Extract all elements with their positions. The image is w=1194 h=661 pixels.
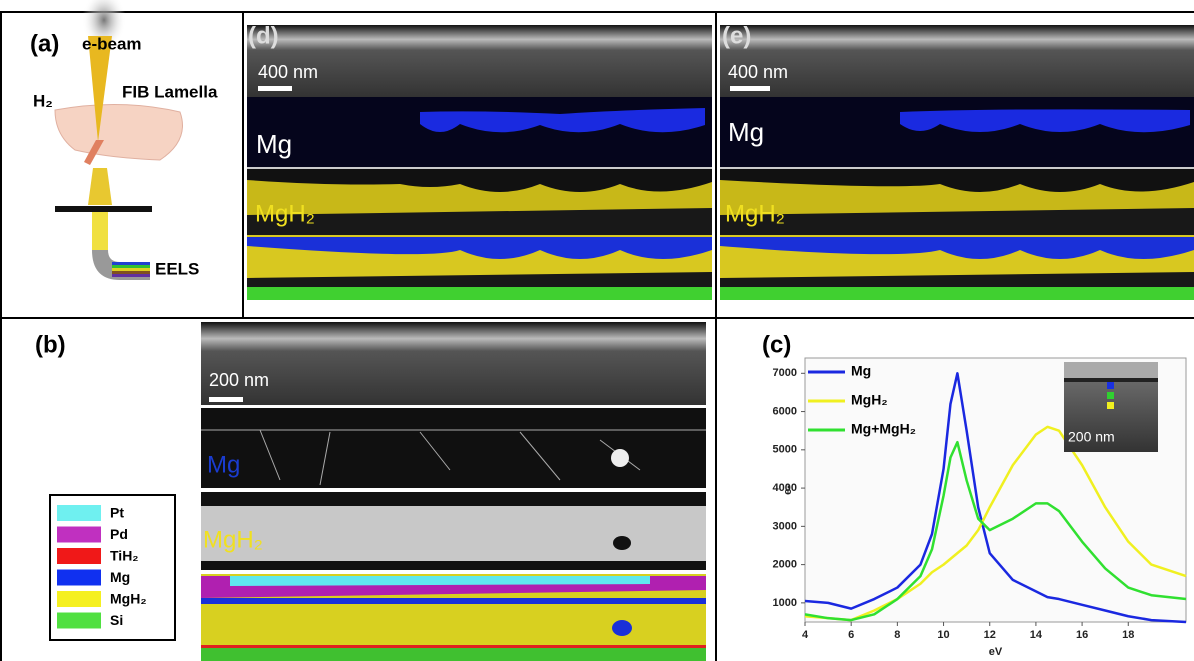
legend-swatch <box>57 527 101 543</box>
figure: (a) e-beam H₂ FIB Lamella EELS (d) 400 n… <box>0 0 1194 661</box>
map-label: Mg <box>728 117 764 147</box>
eels-maps <box>720 25 1194 300</box>
map-label: MgH₂ <box>725 200 785 227</box>
beam-label: e-beam <box>82 34 142 53</box>
panel-label: (e) <box>722 22 751 49</box>
legend-label: MgH₂ <box>851 392 888 408</box>
panel-label: (d) <box>248 22 279 49</box>
scale-label: 200 nm <box>1068 429 1115 445</box>
x-tick-label: 6 <box>848 629 854 641</box>
y-tick-label: 3000 <box>773 520 797 532</box>
x-tick-label: 8 <box>894 629 900 641</box>
x-tick-label: 4 <box>802 629 809 641</box>
legend-swatch <box>57 591 101 607</box>
eels-maps <box>50 322 706 661</box>
map-label: MgH₂ <box>255 200 315 227</box>
y-tick-label: 5000 <box>773 444 797 456</box>
legend-label: TiH₂ <box>110 548 139 564</box>
legend-label: Pt <box>110 505 124 521</box>
x-tick-label: 10 <box>937 629 949 641</box>
panel-label: (a) <box>30 30 59 57</box>
legend-label: MgH₂ <box>110 591 147 607</box>
scale-label: 400 nm <box>258 62 318 82</box>
y-tick-label: 6000 <box>773 405 797 417</box>
y-tick-label: 1000 <box>773 597 797 609</box>
legend-label: Mg <box>110 569 130 585</box>
legend-swatch <box>57 613 101 629</box>
y-tick-label: 7000 <box>773 367 797 379</box>
scale-label: 200 nm <box>209 370 269 390</box>
lamella-label: FIB Lamella <box>122 82 218 101</box>
gas-label: H₂ <box>33 91 53 110</box>
legend-label: Mg <box>851 363 871 379</box>
y-axis-label: e- <box>782 485 794 495</box>
legend-swatch <box>57 570 101 586</box>
map-label: Mg <box>256 129 292 159</box>
x-tick-label: 16 <box>1076 629 1088 641</box>
map-label: Mg <box>207 451 240 478</box>
panel-label: (c) <box>762 331 791 358</box>
x-tick-label: 12 <box>984 629 996 641</box>
legend-label: Mg+MgH₂ <box>851 421 916 437</box>
x-axis-label: eV <box>989 646 1003 658</box>
detector-label: EELS <box>155 259 199 278</box>
panel-label: (b) <box>35 331 66 358</box>
map-label: MgH₂ <box>203 526 263 553</box>
legend-label: Pd <box>110 526 128 542</box>
legend-swatch <box>57 548 101 564</box>
legend-swatch <box>57 505 101 521</box>
x-tick-label: 14 <box>1030 629 1043 641</box>
x-tick-label: 18 <box>1122 629 1134 641</box>
scale-label: 400 nm <box>728 62 788 82</box>
y-tick-label: 2000 <box>773 559 797 571</box>
legend-label: Si <box>110 612 123 628</box>
